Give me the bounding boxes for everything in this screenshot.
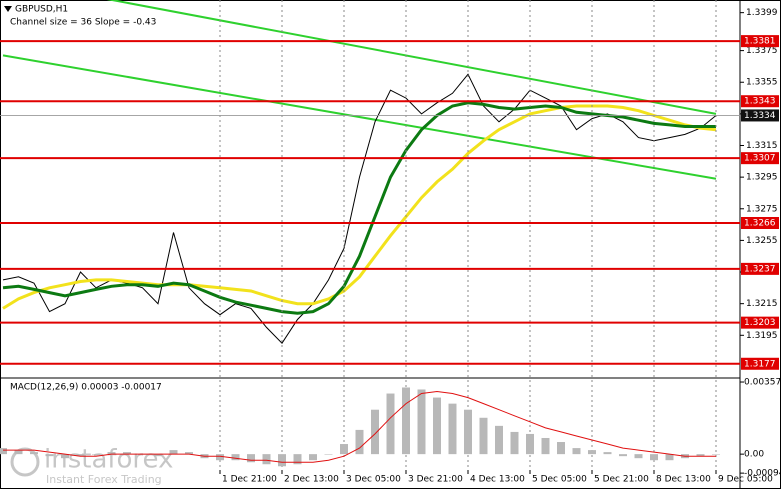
- macd-bar: [340, 444, 348, 455]
- macd-bar: [231, 454, 240, 461]
- y-tick-label: 1.3295: [746, 173, 778, 183]
- series-line: [2, 104, 717, 310]
- macd-bar: [526, 433, 534, 455]
- macd-bar: [355, 429, 364, 455]
- macd-y-tick-label: -0.00094: [744, 469, 781, 479]
- macd-bar: [557, 442, 565, 455]
- macd-bar: [650, 454, 658, 461]
- macd-bar: [665, 454, 674, 461]
- macd-bar: [293, 454, 302, 465]
- level-label-box: [741, 316, 779, 329]
- last-price-box: [741, 109, 779, 122]
- y-tick-label: 1.3355: [746, 78, 778, 88]
- macd-title: MACD(12,26,9) 0.00003 -0.00017: [10, 383, 162, 393]
- macd-y-tick-label: 0.00357: [744, 378, 781, 388]
- y-tick-label: 1.3215: [746, 299, 778, 309]
- macd-bar: [14, 450, 23, 455]
- macd-bar: [588, 450, 596, 455]
- watermark: instaforex Instant Forex Trading: [10, 445, 173, 486]
- macd-bar: [262, 454, 271, 465]
- macd-bar: [185, 452, 193, 455]
- level-label: 1.3177: [744, 359, 776, 369]
- y-tick-label: 1.3195: [746, 331, 778, 341]
- macd-bar: [324, 454, 333, 455]
- macd-bar: [169, 450, 178, 455]
- level-label-box: [741, 95, 779, 108]
- series-line: [2, 101, 716, 315]
- chart-title: GBPUSD,H1: [15, 5, 68, 15]
- macd-bar: [154, 454, 162, 457]
- macd-bar: [123, 452, 131, 455]
- y-tick-label: 1.3399: [746, 8, 778, 18]
- macd-bar: [712, 454, 720, 455]
- level-label: 1.3237: [744, 264, 776, 274]
- x-tick-label: 3 Dec 21:00: [408, 475, 463, 485]
- level-label: 1.3203: [744, 318, 776, 328]
- macd-bar: [603, 452, 612, 455]
- macd-bar: [448, 403, 457, 455]
- level-label-box: [741, 152, 779, 165]
- y-tick-label: 1.3275: [746, 204, 778, 214]
- x-tick-label: 3 Dec 05:00: [346, 475, 401, 485]
- x-tick-label: 2 Dec 13:00: [284, 475, 339, 485]
- macd-bar: [464, 409, 472, 455]
- x-tick-label: 5 Dec 05:00: [532, 475, 587, 485]
- watermark-logo: [10, 447, 40, 477]
- macd-y-tick-label: 0.00: [744, 450, 764, 460]
- macd-bar: [541, 437, 550, 455]
- macd-bar: [45, 454, 54, 457]
- macd-bar: [634, 454, 643, 459]
- x-tick-label: 8 Dec 13:00: [656, 475, 711, 485]
- x-tick-label: 9 Dec 05:00: [718, 475, 773, 485]
- level-label: 1.3343: [744, 97, 776, 107]
- macd-bar: [371, 409, 379, 455]
- title-icon: [4, 6, 12, 12]
- watermark-subtext: Instant Forex Trading: [46, 473, 162, 486]
- x-tick-label: 4 Dec 13:00: [470, 475, 525, 485]
- macd-bar: [417, 389, 426, 455]
- macd-bar: [0, 448, 7, 455]
- macd-bar: [619, 454, 627, 457]
- x-tick-label: 5 Dec 21:00: [594, 475, 649, 485]
- level-label: 1.3381: [744, 37, 776, 47]
- macd-bar: [107, 452, 116, 455]
- macd-bar: [386, 393, 395, 455]
- macd-bar: [247, 454, 255, 463]
- last-price-label: 1.3334: [744, 111, 776, 121]
- watermark-text: instaforex: [44, 445, 173, 475]
- macd-bar: [216, 454, 224, 461]
- level-label-box: [741, 217, 779, 230]
- macd-bar: [572, 448, 581, 455]
- macd-bar: [433, 397, 441, 455]
- macd-signal-line: [3, 390, 716, 463]
- macd-bar: [402, 387, 410, 455]
- y-tick-label: 1.3315: [746, 141, 778, 151]
- macd-bar: [696, 454, 705, 457]
- macd-bar: [30, 452, 38, 455]
- level-label-box: [741, 262, 779, 275]
- macd-bar: [510, 431, 519, 455]
- macd-bar: [479, 417, 488, 455]
- plot-area: [2, 0, 717, 344]
- y-tick-label: 1.3255: [746, 236, 778, 246]
- macd-bar: [92, 454, 100, 455]
- macd-bar: [61, 454, 69, 459]
- macd-bar: [278, 454, 286, 467]
- level-label-box: [741, 357, 779, 370]
- macd-bar: [495, 425, 503, 455]
- level-label: 1.3266: [744, 219, 776, 229]
- chart-subtitle: Channel size = 36 Slope = -0.43: [10, 18, 156, 28]
- y-tick-label: 1.3375: [746, 46, 778, 56]
- level-label: 1.3307: [744, 154, 776, 164]
- channel-upper: [106, 0, 717, 115]
- x-tick-label: 1 Dec 21:00: [222, 475, 277, 485]
- macd-bar: [76, 454, 85, 457]
- macd-bar: [309, 454, 317, 461]
- level-label-box: [741, 35, 779, 48]
